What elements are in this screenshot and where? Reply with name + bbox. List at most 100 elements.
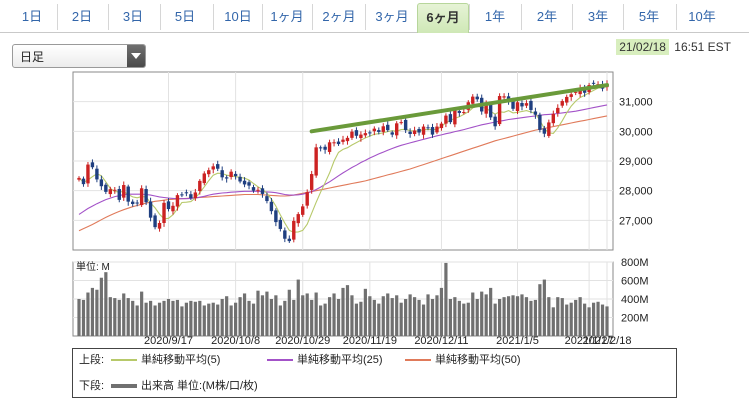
candle-body (556, 107, 560, 114)
candle-body (569, 94, 573, 97)
candle-body (359, 134, 363, 139)
candle-body (341, 139, 345, 142)
candle-body (542, 128, 547, 134)
volume-swatch (111, 384, 137, 389)
volume-bar (587, 307, 591, 336)
tab-0[interactable]: 1日 (21, 9, 43, 24)
candle-body (122, 185, 126, 198)
candle-body (139, 188, 144, 206)
x-tick-label: 2021/2/18 (583, 335, 632, 347)
candle-body (229, 171, 233, 178)
candle-body (520, 103, 524, 107)
candle-body (372, 128, 377, 132)
candle-body (148, 201, 153, 218)
volume-bar (381, 296, 385, 336)
tab-4[interactable]: 10日 (213, 4, 262, 30)
candle-body (462, 112, 466, 114)
candle-body (247, 182, 251, 186)
timestamp: 21/02/18 16:51 EST (616, 39, 731, 55)
tab-11[interactable]: 3年 (572, 4, 623, 30)
candle-body (86, 164, 90, 184)
range-tabs: 1日 2日 3日 5日 10日 1ヶ月 2ヶ月 3ヶ月 6ヶ月 1年 2年 3年 5年 10年 (0, 0, 749, 33)
volume-bar (135, 305, 139, 336)
candle-body (207, 170, 211, 175)
candle-body (198, 180, 202, 191)
tab-1[interactable]: 2日 (57, 4, 106, 30)
volume-bar (341, 287, 345, 336)
candle-body (412, 130, 417, 135)
candle-body (327, 142, 332, 152)
volume-bar (256, 290, 260, 336)
candle-body (453, 110, 457, 125)
volume-bar (471, 292, 475, 336)
legend-ma25: 単純移動平均(25) (267, 352, 383, 368)
candle-body (130, 201, 135, 205)
candle-body (95, 168, 99, 180)
candle-body (524, 103, 529, 106)
candle-body (377, 130, 381, 132)
volume-bar (372, 299, 376, 336)
tab-2[interactable]: 3日 (108, 4, 157, 30)
candle-body (233, 173, 238, 177)
candle-body (408, 131, 412, 135)
tab-8[interactable]: 6ヶ月 (417, 3, 469, 33)
volume-bar (457, 300, 461, 336)
volume-bar (265, 291, 269, 336)
volume-bar (426, 294, 430, 336)
price-y-tick-label: 27,000 (619, 215, 653, 227)
volume-bar (301, 295, 305, 336)
tab-12[interactable]: 5年 (623, 4, 674, 30)
chevron-down-icon[interactable] (127, 45, 145, 67)
volume-bar (377, 303, 381, 336)
volume-bar (238, 297, 242, 336)
candle-body (153, 215, 157, 228)
volume-bar (207, 303, 211, 336)
candle-body (354, 130, 359, 136)
volume-bar (345, 285, 350, 336)
candle-body (171, 205, 175, 212)
volume-bar (278, 305, 282, 336)
candle-body (350, 131, 354, 138)
volume-bar (251, 303, 256, 336)
volume-bar (412, 297, 417, 336)
chart-legend: 上段: 単純移動平均(5) 単純移動平均(25) 単純移動平均(50) 下段: … (72, 348, 677, 398)
candle-body (399, 122, 403, 124)
candle-body (502, 96, 506, 98)
tab-5[interactable]: 1ヶ月 (262, 4, 311, 30)
volume-bar (520, 294, 524, 336)
volume-bar (511, 295, 515, 336)
candle-body (573, 91, 578, 93)
tab-9[interactable]: 1年 (469, 4, 520, 30)
candle-body (386, 124, 390, 131)
volume-bar (327, 297, 332, 336)
ma50-line (78, 115, 608, 232)
candle-body (457, 111, 462, 113)
volume-bar (386, 293, 390, 336)
volume-bar (596, 301, 600, 336)
candle-body (547, 122, 551, 136)
volume-bar (180, 306, 184, 336)
tab-3[interactable]: 5日 (160, 4, 209, 30)
tab-7[interactable]: 3ヶ月 (365, 4, 418, 30)
candle-body (471, 96, 475, 104)
volume-bar (542, 279, 546, 336)
candle-body (135, 202, 139, 204)
volume-bar (354, 303, 359, 336)
volume-bar (305, 293, 309, 336)
candle-body (113, 189, 117, 191)
candle-body (189, 194, 193, 199)
volume-y-tick-label: 800M (621, 257, 649, 269)
volume-unit-label: 単位: M (76, 260, 110, 273)
candle-body (162, 202, 166, 224)
tab-6[interactable]: 2ヶ月 (312, 4, 365, 30)
timestamp-time: 16:51 EST (674, 40, 731, 54)
volume-bar (453, 297, 457, 336)
tab-13[interactable]: 10年 (676, 4, 727, 30)
tab-10[interactable]: 2年 (521, 4, 572, 30)
volume-bar (162, 300, 166, 336)
candle-body (565, 96, 569, 103)
volume-bar (489, 287, 493, 336)
period-select[interactable]: 日足 (12, 44, 146, 68)
candle-body (497, 96, 502, 125)
volume-bar (435, 295, 439, 336)
